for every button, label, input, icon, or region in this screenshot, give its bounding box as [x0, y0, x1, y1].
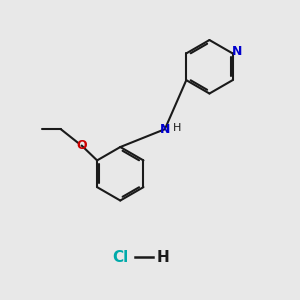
Text: N: N	[160, 123, 170, 136]
Text: Cl: Cl	[112, 250, 128, 265]
Text: O: O	[76, 139, 87, 152]
Text: H: H	[157, 250, 170, 265]
Text: N: N	[232, 45, 242, 58]
Text: H: H	[173, 123, 182, 133]
